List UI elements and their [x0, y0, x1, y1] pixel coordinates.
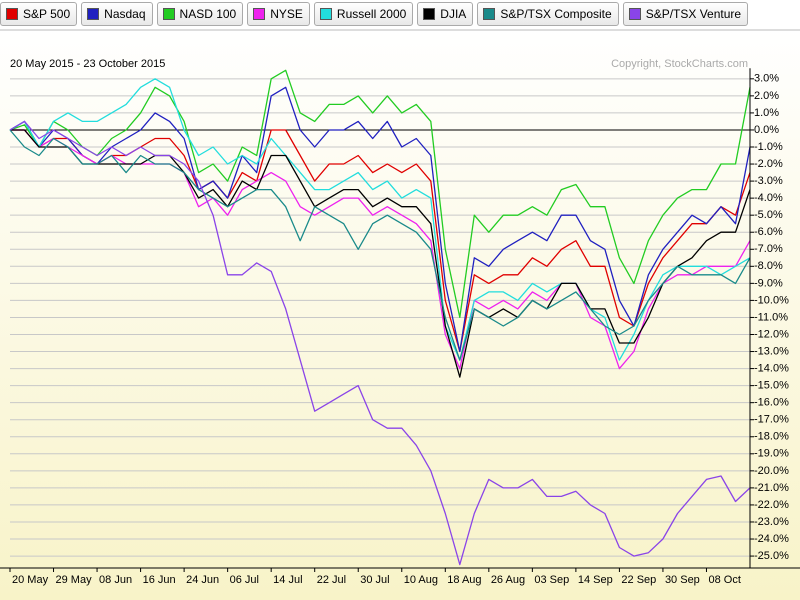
x-tick-label: 24 Jun [186, 574, 219, 586]
y-tick-label: -17.0% [754, 414, 789, 426]
legend-button[interactable]: NASD 100 [156, 2, 244, 26]
series-line [9, 78, 751, 361]
y-tick-label: 0.0% [754, 124, 779, 136]
series-line [9, 86, 751, 353]
y-tick-label: -8.0% [754, 260, 783, 272]
legend-label: Nasdaq [104, 7, 146, 21]
legend-button[interactable]: S&P/TSX Venture [622, 2, 749, 26]
y-tick-label: -20.0% [754, 465, 789, 477]
x-tick-label: 16 Jun [143, 574, 176, 586]
y-tick-label: -13.0% [754, 345, 789, 357]
y-tick-label: -19.0% [754, 448, 789, 460]
y-tick-label: -21.0% [754, 482, 789, 494]
x-tick-label: 14 Jul [273, 574, 302, 586]
x-tick-label: 26 Aug [491, 574, 525, 586]
x-tick-label: 03 Sep [534, 574, 569, 586]
legend-label: S&P 500 [23, 7, 71, 21]
legend-button[interactable]: NYSE [247, 2, 310, 26]
legend-label: NASD 100 [179, 7, 237, 21]
subtitle: 20 May 2015 - 23 October 2015 [10, 58, 165, 70]
legend-label: S&P/TSX Venture [645, 7, 742, 21]
y-tick-label: -2.0% [754, 158, 783, 170]
x-tick-label: 14 Sep [578, 574, 613, 586]
legend-label: Russell 2000 [336, 7, 407, 21]
y-tick-label: 3.0% [754, 73, 779, 85]
y-tick-label: -22.0% [754, 499, 789, 511]
y-tick-label: -9.0% [754, 277, 783, 289]
legend-swatch [87, 8, 100, 20]
legend-button[interactable]: S&P 500 [0, 2, 78, 26]
y-tick-label: -12.0% [754, 328, 789, 340]
y-tick-label: -5.0% [754, 209, 783, 221]
legend-swatch [423, 8, 436, 20]
plot-background [0, 30, 800, 600]
y-tick-label: 1.0% [754, 107, 779, 119]
y-tick-label: 2.0% [754, 90, 779, 102]
x-tick-label: 06 Jul [230, 574, 259, 586]
y-tick-label: -14.0% [754, 362, 789, 374]
x-tick-label: 22 Jul [317, 574, 346, 586]
y-tick-label: -15.0% [754, 380, 789, 392]
y-tick-label: -16.0% [754, 397, 789, 409]
legend-label: DJIA [440, 7, 467, 21]
x-tick-label: 20 May [12, 574, 49, 586]
x-tick-label: 10 Aug [404, 574, 438, 586]
y-tick-label: -23.0% [754, 516, 789, 528]
y-tick-label: -11.0% [754, 311, 788, 323]
legend-swatch [253, 8, 266, 20]
x-tick-label: 29 May [56, 574, 93, 586]
x-tick-label: 22 Sep [621, 574, 656, 586]
x-tick-label: 08 Jun [99, 574, 132, 586]
y-tick-label: -24.0% [754, 533, 789, 545]
y-tick-label: -3.0% [754, 175, 783, 187]
x-tick-label: 08 Oct [708, 574, 740, 586]
y-tick-label: -25.0% [754, 550, 789, 562]
x-tick-label: 30 Sep [665, 574, 700, 586]
legend-label: S&P/TSX Composite [500, 7, 612, 21]
y-tick-label: -6.0% [754, 226, 783, 238]
y-tick-label: -1.0% [754, 141, 783, 153]
copyright: Copyright, StockCharts.com [611, 58, 748, 70]
legend-swatch [483, 8, 496, 20]
y-tick-label: -18.0% [754, 431, 789, 443]
legend-button[interactable]: DJIA [417, 2, 474, 26]
legend: S&P 500 Nasdaq NASD 100 NYSE Russell 2000 DJI… [0, 2, 749, 26]
legend-label: NYSE [270, 7, 303, 21]
legend-button[interactable]: Nasdaq [81, 2, 153, 26]
y-tick-label: -10.0% [754, 294, 789, 306]
x-tick-label: 18 Aug [447, 574, 481, 586]
x-tick-label: 30 Jul [360, 574, 389, 586]
legend-swatch [319, 8, 332, 20]
series-line [9, 69, 751, 319]
y-tick-label: -7.0% [754, 243, 783, 255]
legend-button[interactable]: S&P/TSX Composite [477, 2, 619, 26]
series-line [9, 129, 751, 361]
legend-swatch [6, 8, 18, 20]
y-tick-label: -4.0% [754, 192, 783, 204]
legend-button[interactable]: Russell 2000 [313, 2, 414, 26]
legend-swatch [628, 8, 641, 20]
series-line [9, 120, 751, 566]
legend-swatch [162, 8, 175, 20]
